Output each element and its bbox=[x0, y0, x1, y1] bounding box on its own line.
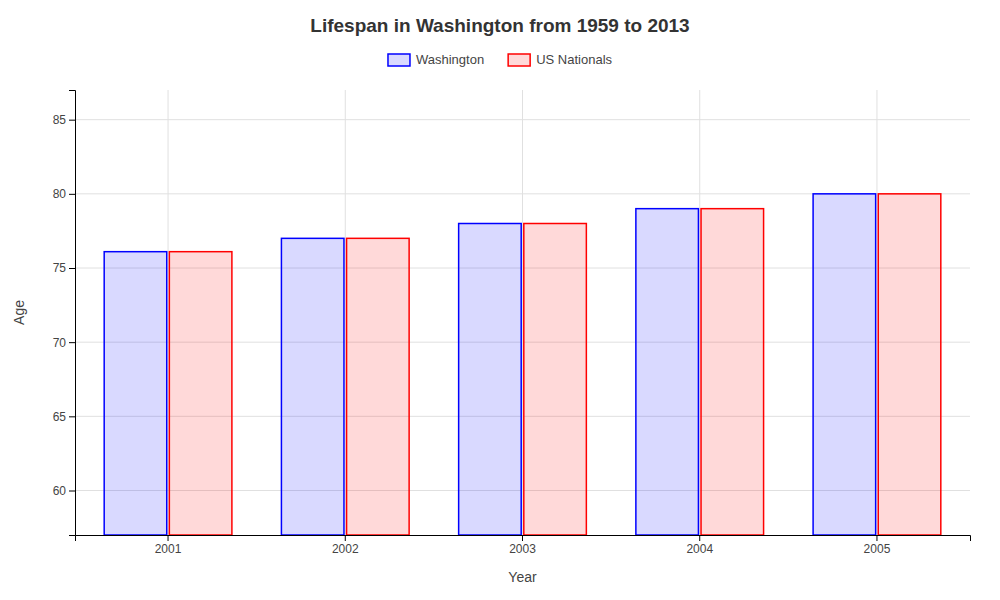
series-group bbox=[169, 194, 940, 535]
y-tick: 80 bbox=[53, 187, 75, 201]
y-tick-label: 60 bbox=[53, 484, 67, 498]
y-tick-label: 75 bbox=[53, 261, 67, 275]
x-tick-mark bbox=[699, 535, 700, 541]
legend-label: US Nationals bbox=[536, 52, 612, 67]
legend-swatch bbox=[508, 54, 530, 66]
x-tick-label: 2004 bbox=[686, 542, 713, 556]
y-axis-title: Age bbox=[11, 300, 27, 325]
bar bbox=[813, 194, 876, 535]
x-axis: 2001 2002 2003 2004 2005 bbox=[76, 535, 971, 556]
x-tick: 2004 bbox=[686, 535, 713, 556]
x-tick-label: 2003 bbox=[509, 542, 536, 556]
x-tick: 2002 bbox=[332, 535, 359, 556]
legend-label: Washington bbox=[416, 52, 484, 67]
y-tick: 60 bbox=[53, 484, 75, 498]
x-grid-line bbox=[345, 90, 346, 535]
y-tick: 75 bbox=[53, 261, 75, 275]
x-tick: 2003 bbox=[509, 535, 536, 556]
y-tick-label: 65 bbox=[53, 410, 67, 424]
y-tick-mark bbox=[69, 416, 75, 417]
chart: 60 65 70 75 80 85 2001 2002 2003 2004 2005 Year Age L… bbox=[0, 0, 1000, 600]
legend-item: Washington bbox=[388, 52, 484, 67]
title: Lifespan in Washington from 1959 to 2013 bbox=[310, 15, 689, 36]
x-tick-label: 2001 bbox=[155, 542, 182, 556]
x-grid-line bbox=[168, 90, 169, 535]
y-tick: 65 bbox=[53, 410, 75, 424]
y-tick-mark bbox=[69, 120, 75, 121]
x-grid-line bbox=[699, 90, 700, 535]
y-tick-label: 85 bbox=[53, 113, 67, 127]
y-tick-label: 70 bbox=[53, 336, 67, 350]
x-tick: 2001 bbox=[155, 535, 182, 556]
plot-area: 60 65 70 75 80 85 2001 2002 2003 2004 2005 bbox=[53, 90, 971, 556]
bars bbox=[104, 194, 941, 535]
bar bbox=[524, 224, 587, 536]
x-tick-label: 2005 bbox=[864, 542, 891, 556]
series-group bbox=[104, 194, 875, 535]
legend: Washington US Nationals bbox=[388, 52, 613, 67]
bar bbox=[636, 209, 699, 535]
bar bbox=[104, 252, 167, 535]
y-axis: 60 65 70 75 80 85 bbox=[53, 91, 76, 536]
bar bbox=[281, 238, 344, 535]
x-tick-mark bbox=[345, 535, 346, 541]
y-tick: 85 bbox=[53, 113, 75, 127]
x-tick-label: 2002 bbox=[332, 542, 359, 556]
x-axis-line bbox=[76, 536, 971, 542]
bar bbox=[701, 209, 764, 535]
bar bbox=[347, 238, 410, 535]
x-axis-title: Year bbox=[508, 569, 537, 585]
bar bbox=[459, 224, 522, 536]
y-axis-line bbox=[69, 91, 76, 536]
y-tick-mark bbox=[69, 268, 75, 269]
y-tick: 70 bbox=[53, 336, 75, 350]
x-tick-mark bbox=[522, 535, 523, 541]
x-tick-mark bbox=[168, 535, 169, 541]
bar bbox=[169, 252, 232, 535]
x-grid-line bbox=[522, 90, 523, 535]
x-grid-line bbox=[876, 90, 877, 535]
grid bbox=[75, 90, 970, 535]
y-tick-label: 80 bbox=[53, 187, 67, 201]
y-tick-mark bbox=[69, 194, 75, 195]
y-tick-mark bbox=[69, 491, 75, 492]
x-tick-mark bbox=[876, 535, 877, 541]
x-tick: 2005 bbox=[864, 535, 891, 556]
y-tick-mark bbox=[69, 342, 75, 343]
bar bbox=[878, 194, 941, 535]
legend-item: US Nationals bbox=[508, 52, 612, 67]
legend-swatch bbox=[388, 54, 410, 66]
